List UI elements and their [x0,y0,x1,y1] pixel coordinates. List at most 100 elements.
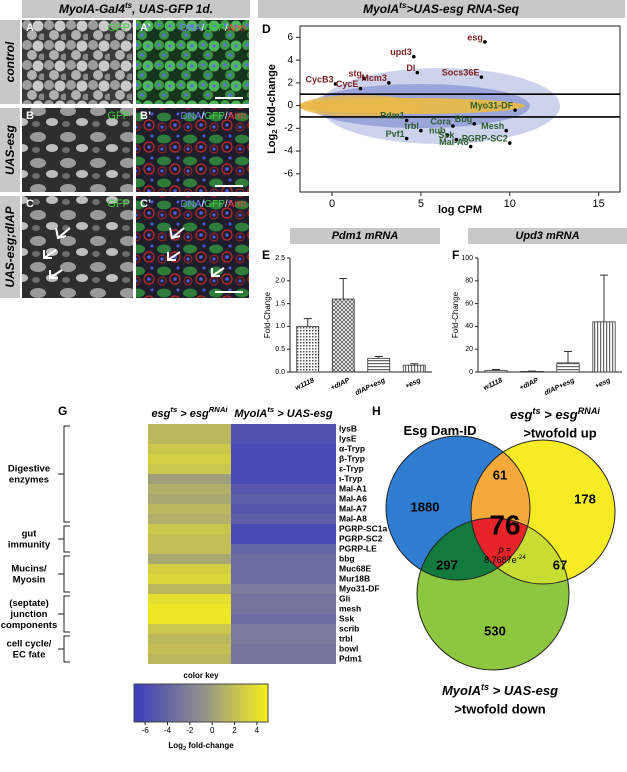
micrograph [136,196,249,298]
heatmap-cell [148,614,231,624]
gene-point [362,76,366,81]
set-label: MyoIAts > UAS-esg [442,682,558,698]
column-header-part: MyoIA [234,408,267,420]
y-tick-label: -4 [284,146,293,157]
x-tick-label: 10 [504,198,516,210]
count: 67 [553,557,567,572]
group-bracket [58,425,70,523]
chart-title-part: ts [399,0,407,10]
chart-title: Pdm1 mRNA [332,230,399,242]
heatmap-cell [148,454,231,464]
heatmap-cell [148,554,231,564]
gene-point [445,133,450,137]
gene-point [468,144,473,149]
panel-letter: B [26,110,34,122]
chart-title-part: >UAS-esg RNA-Seq [407,2,520,16]
column-header: MyoIAts > UAS-esg [234,405,333,420]
gene-label: Bbg [455,114,473,124]
heatmap-cell [231,534,336,544]
gene-label: Cora [430,116,451,126]
p-value: 8.7687e-24 [484,554,526,566]
set-outline [385,435,531,581]
channel: DNA [180,199,201,210]
p-label: p = [498,544,512,554]
row-label: scrib [339,623,359,633]
gene-point [479,75,484,79]
group-label-line: enzymes [9,474,49,485]
merge-label: DNA/GFP/Arm [180,111,246,122]
overlap [471,518,569,584]
key-label: Log2 fold-change [168,741,234,752]
row-label: Mal-A1 [339,483,367,493]
heatmap-cell [231,584,336,594]
gene-point [404,118,409,123]
gene-label: nub [429,126,446,136]
title-bar [290,228,440,244]
heatmap-cell [231,644,336,654]
key-tick-label: 4 [255,726,260,735]
heatmap-cell [231,514,336,524]
y-axis-label-part: 2 [270,129,279,133]
title-bar [22,0,250,18]
gene-label: Socs36E [442,68,480,78]
gene-label: Mesh [481,121,504,131]
group-label-line: Myosin [13,574,46,585]
gene-point [507,141,512,145]
heatmap-cell [148,594,231,604]
bar [402,364,426,373]
key-tick-label: -2 [186,726,194,735]
y-tick-label: -6 [284,168,293,179]
heatmap-cell [231,554,336,564]
heatmap-cell [148,504,231,514]
y-tick-label: 2.0 [275,278,285,285]
title-bar [258,0,625,18]
count: 76 [489,509,520,540]
heatmap-cell [231,654,336,664]
set-label-part: RNAi [578,406,601,416]
gene-label: trbl [404,121,419,131]
heatmap-cell [231,564,336,574]
group-bracket [58,525,70,553]
group-bracket [58,555,70,593]
gene-point [513,108,517,112]
channel: / [225,111,228,122]
set-outline [416,517,570,671]
row-label: β-Tryp [339,453,365,463]
heatmap-cell [231,454,336,464]
error-bar [303,318,312,327]
group-label: gut immunity [8,528,51,550]
channel-label: GFP [107,198,130,210]
y-tick-label: 0 [287,100,293,111]
group-bracket [58,595,70,633]
y-tick-label: 6 [287,32,293,43]
heatmap-cell [148,534,231,544]
channel: / [202,111,205,122]
y-tick-label: 100 [461,255,473,262]
group-label-line: (septate) [9,598,49,609]
heatmap-cell [231,474,336,484]
row-label: Ssk [339,613,354,623]
group-label-line: EC fate [13,649,46,660]
row-label: PGRP-LE [339,543,377,553]
gene-label: Myo31-DF [470,101,514,111]
column-header-part: ts [170,405,178,414]
gene-label: esg [467,32,483,42]
plot-frame [299,25,621,193]
y-tick-label: 4 [287,55,293,66]
group-label: Digestive enzymes [8,463,50,485]
column-header-part: ts [267,405,275,414]
title-part: , UAS-GFP 1d. [131,2,213,16]
channel: Arm [228,199,246,210]
x-tick-label: 5 [418,198,424,210]
group-bracket [58,635,70,663]
error-bar [564,350,572,363]
count: 530 [484,623,506,638]
micrograph [22,108,133,192]
y-tick-label: 0.0 [275,369,285,376]
gene-point [333,82,338,86]
x-tick-label: w1118 [483,377,504,392]
bar [331,298,355,373]
channel: DNA [180,23,201,34]
group-label: Mucins/Myosin [11,563,47,585]
